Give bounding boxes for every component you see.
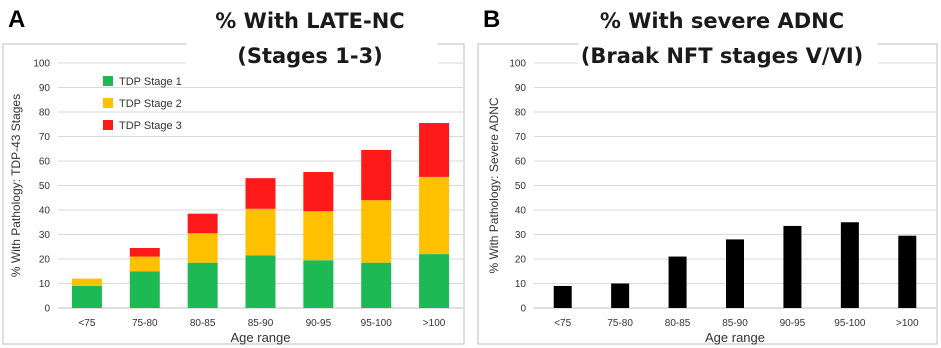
y-tick-label: 50 bbox=[39, 181, 51, 192]
bar-75-80-tdp-stage-2 bbox=[129, 256, 160, 272]
y-axis-label: % With Pathology: Severe ADNC bbox=[487, 97, 501, 273]
bar->100 bbox=[898, 235, 917, 308]
y-tick-label: 50 bbox=[515, 181, 527, 192]
legend-swatch bbox=[103, 120, 113, 130]
panel-label: B bbox=[483, 6, 500, 33]
y-tick-label: 100 bbox=[33, 59, 50, 70]
title-background bbox=[186, 6, 438, 78]
chart-frame bbox=[477, 43, 938, 345]
y-tick-label: 20 bbox=[39, 255, 51, 266]
chart-title-line: % With LATE-NC bbox=[215, 9, 404, 33]
y-tick-label: 0 bbox=[44, 304, 50, 315]
panel-label: A bbox=[8, 6, 25, 33]
bar-80-85 bbox=[668, 256, 687, 308]
bar-80-85-tdp-stage-2 bbox=[187, 233, 218, 263]
y-tick-label: 100 bbox=[509, 59, 526, 70]
bar-80-85-tdp-stage-3 bbox=[187, 213, 218, 234]
y-tick-label: 70 bbox=[515, 132, 527, 143]
y-tick-label: 10 bbox=[515, 279, 527, 290]
legend-swatch bbox=[103, 98, 113, 108]
bar-75-80-tdp-stage-3 bbox=[129, 247, 160, 257]
y-tick-label: 10 bbox=[39, 279, 51, 290]
bar-95-100-tdp-stage-2 bbox=[361, 200, 392, 263]
legend-label: TDP Stage 1 bbox=[119, 76, 182, 88]
bar-90-95-tdp-stage-2 bbox=[303, 211, 334, 261]
legend-swatch bbox=[103, 76, 113, 86]
bar-85-90-tdp-stage-2 bbox=[245, 208, 276, 256]
bar-85-90 bbox=[726, 239, 744, 308]
bar-80-85-tdp-stage-1 bbox=[187, 262, 218, 308]
y-tick-label: 30 bbox=[515, 230, 527, 241]
x-tick-label: <75 bbox=[554, 318, 571, 329]
y-tick-label: 80 bbox=[39, 108, 51, 119]
bar-90-95-tdp-stage-1 bbox=[303, 260, 334, 308]
x-axis-label: Age range bbox=[231, 330, 291, 345]
y-tick-label: 40 bbox=[515, 206, 527, 217]
x-tick-label: 90-95 bbox=[780, 318, 806, 329]
x-tick-label: 95-100 bbox=[834, 318, 866, 329]
title-background bbox=[578, 6, 878, 78]
bar-75-80 bbox=[611, 283, 630, 308]
y-axis-label: % With Pathology: TDP-43 Stages bbox=[9, 94, 23, 277]
x-tick-label: 75-80 bbox=[607, 318, 633, 329]
bar-95-100-tdp-stage-1 bbox=[361, 262, 392, 308]
x-tick-label: <75 bbox=[78, 318, 95, 329]
x-tick-label: >100 bbox=[423, 318, 446, 329]
legend-label: TDP Stage 3 bbox=[119, 120, 182, 132]
y-tick-label: 0 bbox=[520, 304, 526, 315]
bar-90-95-tdp-stage-3 bbox=[303, 172, 334, 212]
bar-<75 bbox=[553, 285, 572, 308]
x-tick-label: >100 bbox=[896, 318, 919, 329]
y-tick-label: 60 bbox=[515, 157, 527, 168]
y-tick-label: 60 bbox=[39, 157, 51, 168]
x-tick-label: 95-100 bbox=[361, 318, 393, 329]
x-tick-label: 90-95 bbox=[306, 318, 332, 329]
legend-label: TDP Stage 2 bbox=[119, 98, 182, 110]
y-tick-label: 30 bbox=[39, 230, 51, 241]
chart-panel-b: 0 10 20 30 40 50 60 70 80 90 100 % With Pathology: … bbox=[477, 6, 938, 345]
bar-95-100-tdp-stage-3 bbox=[361, 149, 392, 201]
y-tick-label: 20 bbox=[515, 255, 527, 266]
chart-title-line: (Stages 1-3) bbox=[237, 44, 383, 68]
bar->100-tdp-stage-2 bbox=[419, 176, 450, 255]
x-tick-label: 80-85 bbox=[190, 318, 216, 329]
bar-75-80-tdp-stage-1 bbox=[129, 271, 160, 308]
bar-90-95 bbox=[783, 225, 802, 308]
bar-85-90-tdp-stage-1 bbox=[245, 255, 276, 308]
x-tick-label: 85-90 bbox=[722, 318, 748, 329]
x-axis-label: Age range bbox=[705, 330, 765, 345]
bar-95-100 bbox=[840, 222, 859, 308]
chart-title-line: % With severe ADNC bbox=[600, 9, 844, 33]
chart-title-line: (Braak NFT stages V/VI) bbox=[581, 44, 864, 68]
y-tick-label: 90 bbox=[39, 83, 51, 94]
x-tick-label: 85-90 bbox=[248, 318, 274, 329]
x-tick-label: 80-85 bbox=[665, 318, 691, 329]
bar-<75-tdp-stage-1 bbox=[71, 285, 102, 308]
y-tick-label: 70 bbox=[39, 132, 51, 143]
chart-panel-a: 0 10 20 30 40 50 60 70 80 90 100 % With Pathology: … bbox=[2, 6, 465, 345]
bar-85-90-tdp-stage-3 bbox=[245, 178, 276, 209]
x-tick-label: 75-80 bbox=[132, 318, 158, 329]
bar-<75-tdp-stage-2 bbox=[71, 278, 102, 286]
y-tick-label: 80 bbox=[515, 108, 527, 119]
y-tick-label: 40 bbox=[39, 206, 51, 217]
bar->100-tdp-stage-1 bbox=[419, 254, 450, 308]
bar->100-tdp-stage-3 bbox=[419, 123, 450, 177]
y-tick-label: 90 bbox=[515, 83, 527, 94]
